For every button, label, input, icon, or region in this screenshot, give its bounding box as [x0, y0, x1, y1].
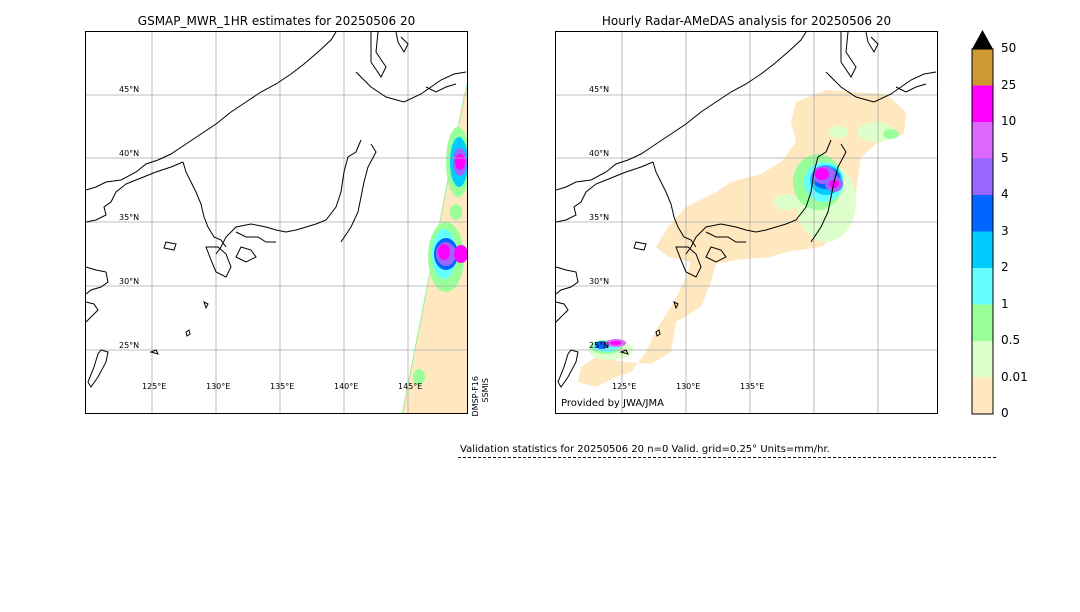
lat-label-30: 30°N: [589, 277, 610, 286]
left-map-title: GSMAP_MWR_1HR estimates for 20250506 20: [137, 14, 416, 28]
lat-label-35: 35°N: [119, 213, 140, 222]
data-credit: Provided by JWA/JMA: [561, 398, 664, 409]
right-gridlines: [556, 32, 937, 413]
colorbar-segment: [972, 268, 993, 305]
left-rain-patches: [413, 127, 467, 385]
lon-label-135: 135°E: [740, 382, 765, 391]
right-map-canvas: [556, 32, 937, 413]
validation-stats: Validation statistics for 20250506 20 n=…: [460, 444, 830, 455]
right-coastlines: [556, 32, 937, 388]
colorbar-segment: [972, 341, 993, 378]
colorbar-label: 10: [1001, 114, 1017, 128]
lon-label-130: 130°E: [206, 382, 231, 391]
colorbar-label: 2: [1001, 260, 1009, 274]
colorbar-label: 0.01: [1001, 369, 1028, 384]
colorbar-segment: [972, 377, 993, 415]
left-coastlines: [86, 32, 467, 388]
lon-label-140: 140°E: [334, 382, 359, 391]
colorbar-label: 25: [1001, 77, 1017, 92]
colorbar-segment: [972, 85, 993, 123]
left-map-canvas: [86, 32, 467, 413]
lat-label-45: 45°N: [119, 85, 140, 94]
colorbar-segment: [972, 49, 993, 86]
lat-label-45: 45°N: [589, 85, 610, 94]
colorbar-segment: [972, 195, 993, 232]
radar-coverage: [578, 90, 906, 387]
lon-label-135: 135°E: [270, 382, 295, 391]
colorbar-label: 0: [1001, 406, 1009, 420]
colorbar-label: 3: [1001, 223, 1009, 238]
validation-divider: [458, 457, 996, 458]
right-map: 45°N 40°N 35°N 30°N 25°N 125°E 130°E 135…: [555, 31, 938, 414]
colorbar-label: 5: [1001, 150, 1009, 165]
colorbar-extend-triangle: [972, 30, 993, 49]
colorbar-label: 50: [1001, 41, 1017, 55]
sensor-name: SSMIS: [481, 378, 490, 403]
left-map: 45°N 40°N 35°N 30°N 25°N 125°E 130°E 135…: [85, 31, 468, 414]
lat-label-35: 35°N: [589, 213, 610, 222]
lon-label-125: 125°E: [142, 382, 167, 391]
lat-label-40: 40°N: [589, 149, 610, 158]
colorbar-segment: [972, 122, 993, 159]
colorbar-label: 0.5: [1001, 333, 1021, 347]
lon-label-145: 145°E: [398, 382, 423, 391]
lon-label-125: 125°E: [612, 382, 637, 391]
colorbar-segment: [972, 304, 993, 342]
lat-label-40: 40°N: [119, 149, 140, 158]
lat-label-25: 25°N: [589, 341, 610, 350]
satellite-name: DMSP-F16: [471, 376, 480, 417]
right-map-title: Hourly Radar-AMeDAS analysis for 2025050…: [601, 14, 892, 28]
colorbar-segment: [972, 231, 993, 269]
left-gridlines: [86, 32, 467, 413]
colorbar-label: 1: [1001, 296, 1009, 311]
colorbar: [971, 30, 994, 415]
colorbar-segment: [972, 158, 993, 196]
lon-label-130: 130°E: [676, 382, 701, 391]
colorbar-label: 4: [1001, 187, 1009, 201]
lat-label-25: 25°N: [119, 341, 140, 350]
lat-label-30: 30°N: [119, 277, 140, 286]
colorbar-segments: [972, 49, 993, 415]
